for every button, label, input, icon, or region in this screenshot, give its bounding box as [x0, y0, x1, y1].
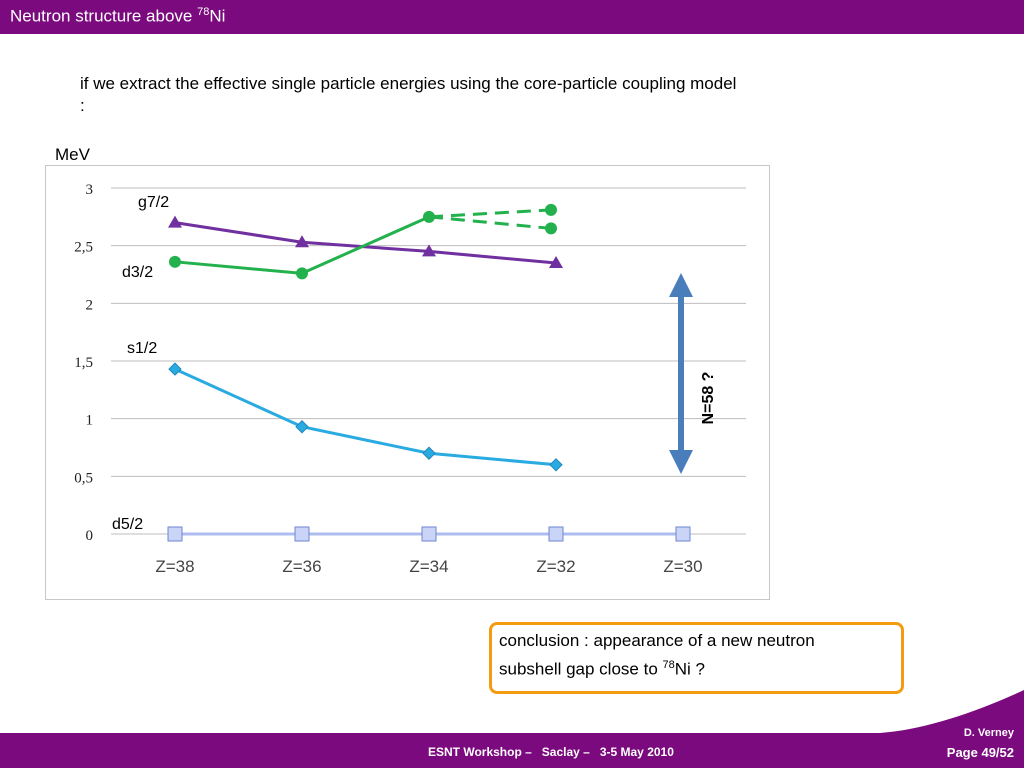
series-line-2: [174, 367, 557, 467]
data-point: [421, 526, 437, 542]
footer-event: ESNT Workshop – Saclay – 3-5 May 2010: [428, 745, 674, 759]
x-tick-label: Z=34: [409, 557, 448, 576]
extrapolated-point: [545, 203, 557, 216]
series-label-s1-2: s1/2: [127, 340, 158, 357]
slide-title: Neutron structure above 78Ni: [10, 6, 226, 26]
conclusion-box: conclusion : appearance of a new neutron…: [489, 622, 904, 694]
page-number: Page 49/52: [946, 745, 1014, 760]
x-tick-label: Z=38: [155, 557, 194, 576]
y-tick-label: 2,5: [74, 240, 93, 256]
data-point: [295, 235, 309, 248]
y-tick-label: 0,5: [74, 470, 93, 486]
data-point: [295, 420, 309, 434]
data-point: [168, 362, 182, 376]
y-tick-label: 2: [86, 297, 94, 313]
conclusion-line-1: conclusion : appearance of a new neutron: [499, 631, 815, 650]
y-tick-label: 1: [86, 413, 94, 429]
y-unit-label: MeV: [55, 145, 90, 164]
x-tick-label: Z=30: [663, 557, 702, 576]
intro-text: if we extract the effective single parti…: [80, 74, 737, 115]
chart-frame: 0 0,5 1 1,5 2 2,5 3 Z=38 Z=36 Z=34 Z=32 Z=30 N=58 ?: [45, 165, 770, 600]
data-point: [422, 446, 436, 460]
series-line-0: [174, 221, 557, 265]
title-bar: Neutron structure above 78Ni: [0, 0, 1024, 34]
data-point: [296, 267, 308, 280]
data-point: [675, 526, 691, 542]
data-point: [423, 210, 435, 223]
conclusion-line-2: subshell gap close to 78Ni ?: [499, 659, 705, 679]
x-tick-label: Z=36: [282, 557, 321, 576]
data-point: [549, 458, 563, 472]
footer-bar: ESNT Workshop – Saclay – 3-5 May 2010: [0, 733, 1024, 768]
data-point: [168, 215, 182, 228]
series-label-d3-2: d3/2: [122, 264, 154, 281]
y-tick-label: 3: [86, 182, 94, 198]
data-point: [167, 526, 183, 542]
extrapolation-line: [428, 208, 552, 219]
extrapolated-point: [545, 222, 557, 235]
series-label-d5-2: d5/2: [112, 516, 144, 533]
series-label-g7-2: g7/2: [138, 194, 170, 211]
extrapolation-line: [428, 215, 552, 230]
x-tick-label: Z=32: [536, 557, 575, 576]
data-point: [294, 526, 310, 542]
footer-swoosh: [880, 690, 1024, 740]
gap-arrow-head-top: [669, 273, 693, 297]
y-tick-label: 0: [86, 528, 94, 544]
y-tick-label: 1,5: [74, 355, 93, 371]
data-point: [548, 526, 564, 542]
data-point: [169, 255, 181, 268]
energy-chart: 0 0,5 1 1,5 2 2,5 3 Z=38 Z=36 Z=34 Z=32 Z=30 N=58 ?: [74, 182, 746, 576]
gap-annotation: N=58 ?: [700, 372, 717, 425]
footer-author: D. Verney: [963, 727, 1014, 739]
gap-arrow-head-bottom: [669, 450, 693, 474]
data-point: [422, 244, 436, 257]
data-point: [549, 255, 563, 268]
